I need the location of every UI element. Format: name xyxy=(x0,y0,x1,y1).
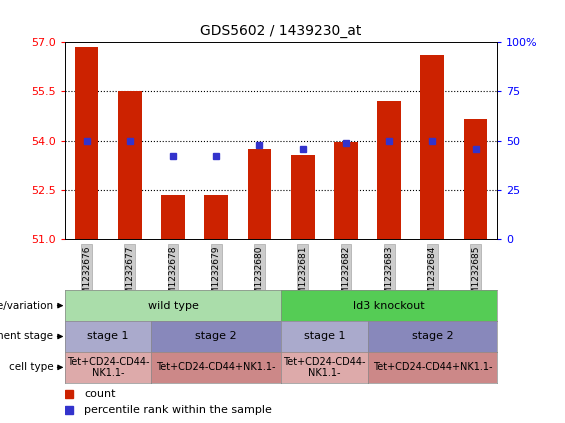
Text: Tet+CD24-CD44-
NK1.1-: Tet+CD24-CD44- NK1.1- xyxy=(67,357,150,378)
Bar xyxy=(334,142,358,239)
Text: count: count xyxy=(84,390,116,399)
Bar xyxy=(118,91,142,239)
Text: ld3 knockout: ld3 knockout xyxy=(353,301,425,310)
Title: GDS5602 / 1439230_at: GDS5602 / 1439230_at xyxy=(201,25,362,38)
Text: development stage: development stage xyxy=(0,332,53,341)
Bar xyxy=(420,55,444,239)
Text: Tet+CD24-CD44+NK1.1-: Tet+CD24-CD44+NK1.1- xyxy=(157,363,276,372)
Text: wild type: wild type xyxy=(147,301,198,310)
Text: Tet+CD24-CD44+NK1.1-: Tet+CD24-CD44+NK1.1- xyxy=(372,363,492,372)
Bar xyxy=(247,149,271,239)
Text: stage 1: stage 1 xyxy=(88,332,129,341)
Text: percentile rank within the sample: percentile rank within the sample xyxy=(84,405,272,415)
Text: stage 1: stage 1 xyxy=(303,332,345,341)
Text: cell type: cell type xyxy=(8,363,53,372)
Bar xyxy=(75,47,98,239)
Bar xyxy=(205,195,228,239)
Bar xyxy=(377,102,401,239)
Text: genotype/variation: genotype/variation xyxy=(0,301,53,310)
Text: Tet+CD24-CD44-
NK1.1-: Tet+CD24-CD44- NK1.1- xyxy=(283,357,366,378)
Text: stage 2: stage 2 xyxy=(195,332,237,341)
Bar xyxy=(291,155,315,239)
Text: stage 2: stage 2 xyxy=(411,332,453,341)
Bar xyxy=(464,119,488,239)
Bar xyxy=(161,195,185,239)
